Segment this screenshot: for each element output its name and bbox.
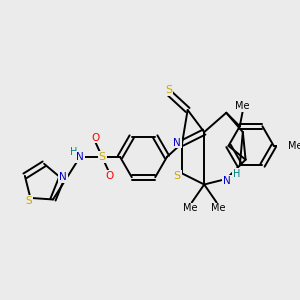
Text: Me: Me [211, 203, 225, 214]
Text: Me: Me [183, 203, 198, 214]
Text: N: N [76, 152, 84, 162]
Text: S: S [165, 85, 172, 95]
Text: N: N [59, 172, 67, 182]
Text: H: H [70, 147, 78, 157]
Text: Me: Me [288, 141, 300, 151]
Text: S: S [98, 152, 106, 162]
Text: Me: Me [235, 101, 250, 111]
Text: O: O [91, 133, 99, 142]
Text: H: H [233, 169, 241, 179]
Text: N: N [173, 137, 181, 148]
Text: N: N [223, 176, 231, 186]
Text: O: O [105, 171, 113, 181]
Text: S: S [174, 171, 181, 181]
Text: S: S [26, 196, 32, 206]
